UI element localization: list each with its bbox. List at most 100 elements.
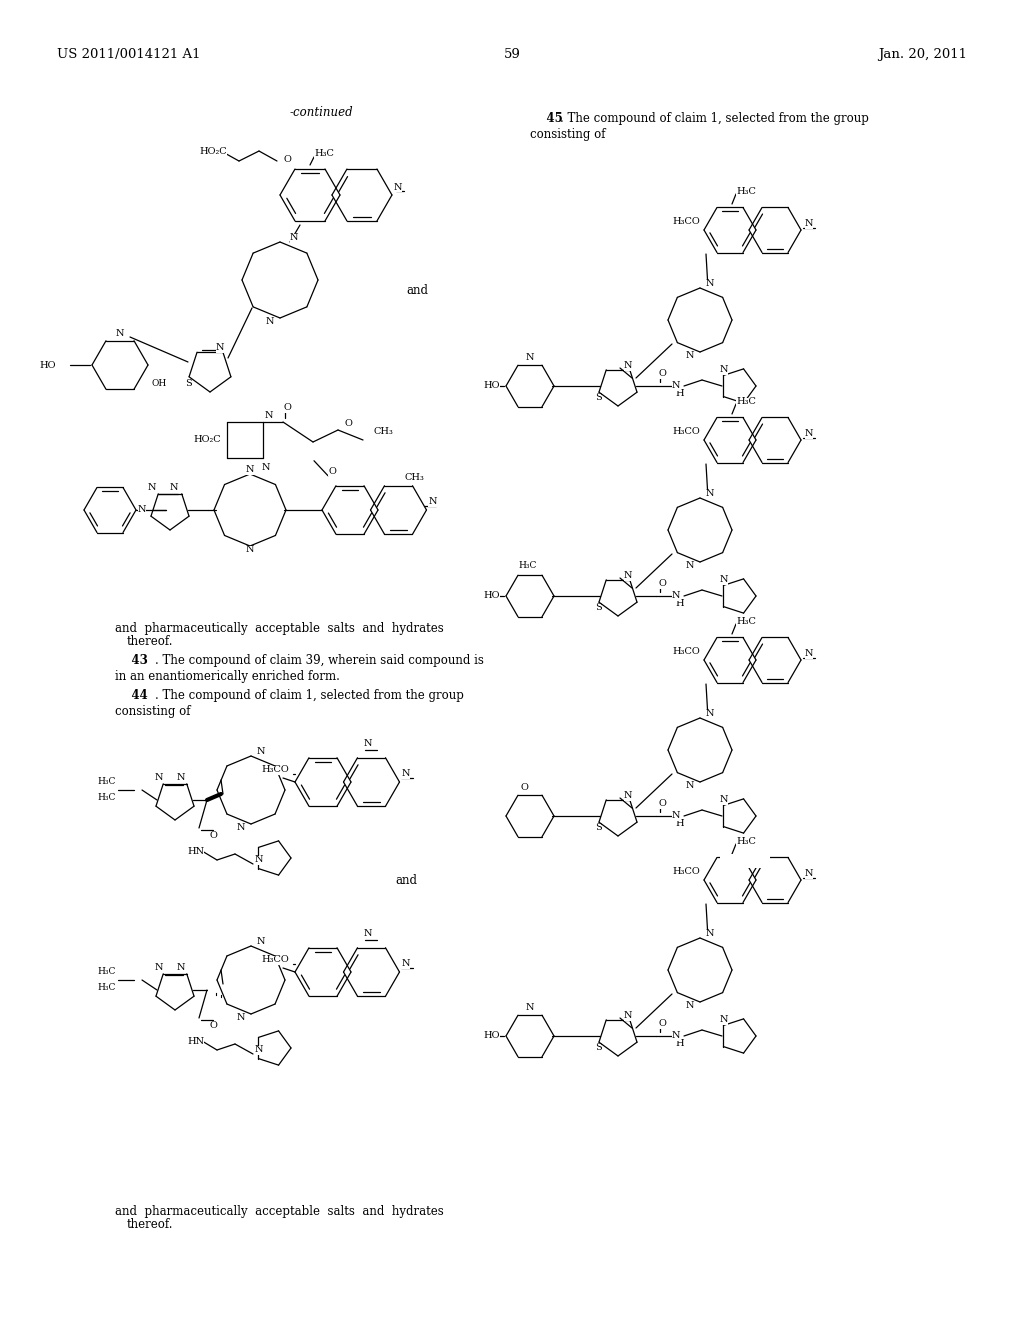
Text: N: N xyxy=(525,564,535,573)
Text: CH₃: CH₃ xyxy=(373,428,393,437)
Text: H₃C: H₃C xyxy=(736,187,756,197)
Text: H: H xyxy=(676,1040,684,1048)
Text: N: N xyxy=(805,870,813,879)
Text: O: O xyxy=(283,154,291,164)
Text: N: N xyxy=(246,466,254,474)
Text: H₃C: H₃C xyxy=(97,968,116,977)
Text: and: and xyxy=(406,284,428,297)
Text: N: N xyxy=(706,929,715,939)
Text: O: O xyxy=(209,1022,217,1031)
Text: N: N xyxy=(672,812,680,821)
Text: N: N xyxy=(672,1031,680,1040)
Text: N: N xyxy=(525,354,535,363)
Text: ​44: ​44 xyxy=(115,689,147,702)
Text: N: N xyxy=(720,366,728,375)
Text: N: N xyxy=(147,483,157,492)
Text: H₃CO: H₃CO xyxy=(672,218,700,227)
Text: N: N xyxy=(672,591,680,601)
Text: N: N xyxy=(706,490,715,499)
Text: N: N xyxy=(138,506,146,515)
Text: O: O xyxy=(344,420,352,429)
Text: HO₂C: HO₂C xyxy=(194,436,221,445)
Text: O: O xyxy=(283,404,291,412)
Text: HN: HN xyxy=(187,847,204,857)
Text: N: N xyxy=(624,572,632,581)
Text: HO: HO xyxy=(483,1031,500,1040)
Text: H₃CO: H₃CO xyxy=(672,648,700,656)
Text: O: O xyxy=(520,784,528,792)
Text: 45: 45 xyxy=(530,112,563,125)
Text: H₃C: H₃C xyxy=(97,983,116,993)
Text: HN: HN xyxy=(187,1038,204,1047)
Text: H₃C: H₃C xyxy=(518,561,537,570)
Text: N: N xyxy=(686,781,694,791)
Text: N: N xyxy=(177,964,185,973)
Text: N: N xyxy=(257,937,265,946)
Text: thereof.: thereof. xyxy=(127,1218,173,1232)
Text: consisting of: consisting of xyxy=(530,128,605,141)
Text: S: S xyxy=(184,380,191,388)
Text: . The compound of claim ​39​, wherein said compound is: . The compound of claim ​39​, wherein sa… xyxy=(155,653,484,667)
Text: N: N xyxy=(686,1002,694,1011)
Text: N: N xyxy=(805,219,813,228)
Text: OH: OH xyxy=(152,379,167,388)
Text: N: N xyxy=(116,329,124,338)
Text: . The compound of claim 1, selected from the group: . The compound of claim 1, selected from… xyxy=(560,112,869,125)
Text: N: N xyxy=(255,1045,263,1055)
Text: H₃C: H₃C xyxy=(314,149,334,157)
Text: N: N xyxy=(805,429,813,438)
Text: N: N xyxy=(428,498,437,507)
Text: N: N xyxy=(401,960,410,969)
Text: N: N xyxy=(706,280,715,289)
Text: H₃C: H₃C xyxy=(736,397,756,407)
Text: H: H xyxy=(676,599,684,609)
Text: ​39​: ​39​ xyxy=(115,671,130,682)
Text: in an enantiomerically enriched form.: in an enantiomerically enriched form. xyxy=(115,671,340,682)
Text: N: N xyxy=(686,351,694,360)
Text: N: N xyxy=(624,1011,632,1020)
Text: N: N xyxy=(177,774,185,783)
Text: O: O xyxy=(658,579,666,589)
Text: O: O xyxy=(658,1019,666,1028)
Text: O: O xyxy=(328,467,336,477)
Text: O: O xyxy=(209,832,217,841)
Text: N: N xyxy=(237,1014,246,1023)
Text: N: N xyxy=(720,1015,728,1024)
Text: N: N xyxy=(170,483,178,492)
Text: N: N xyxy=(255,855,263,865)
Text: S: S xyxy=(595,603,601,612)
Text: H₃CO: H₃CO xyxy=(672,428,700,437)
Text: N: N xyxy=(262,463,270,473)
Text: HO: HO xyxy=(40,360,56,370)
Text: N: N xyxy=(265,412,273,421)
Bar xyxy=(720,854,770,869)
Text: N: N xyxy=(686,561,694,570)
Text: 59: 59 xyxy=(504,48,520,61)
Text: and  pharmaceutically  acceptable  salts  and  hydrates: and pharmaceutically acceptable salts an… xyxy=(115,622,443,635)
Text: N: N xyxy=(706,710,715,718)
Text: N: N xyxy=(266,318,274,326)
Text: N: N xyxy=(364,739,372,748)
Text: Jan. 20, 2011: Jan. 20, 2011 xyxy=(878,48,967,61)
Text: . The compound of claim ​1​, selected from the group: . The compound of claim ​1​, selected fr… xyxy=(155,689,464,702)
Text: N: N xyxy=(672,381,680,391)
Text: S: S xyxy=(595,393,601,403)
Text: CH₃: CH₃ xyxy=(404,474,424,483)
Text: S: S xyxy=(595,824,601,833)
Text: H₃CO: H₃CO xyxy=(672,867,700,876)
Text: H: H xyxy=(676,389,684,399)
Text: S: S xyxy=(595,1044,601,1052)
Text: N: N xyxy=(393,182,402,191)
Text: HO₂C: HO₂C xyxy=(199,147,226,156)
Text: and: and xyxy=(395,874,417,887)
Text: N: N xyxy=(624,792,632,800)
Text: N: N xyxy=(720,576,728,585)
Text: N: N xyxy=(237,824,246,833)
Text: N: N xyxy=(290,234,298,243)
Text: N: N xyxy=(155,774,163,783)
Text: N: N xyxy=(246,545,254,554)
Text: US 2011/0014121 A1: US 2011/0014121 A1 xyxy=(57,48,201,61)
Text: H₃C: H₃C xyxy=(97,793,116,803)
Text: N: N xyxy=(155,964,163,973)
Text: N: N xyxy=(216,343,224,352)
